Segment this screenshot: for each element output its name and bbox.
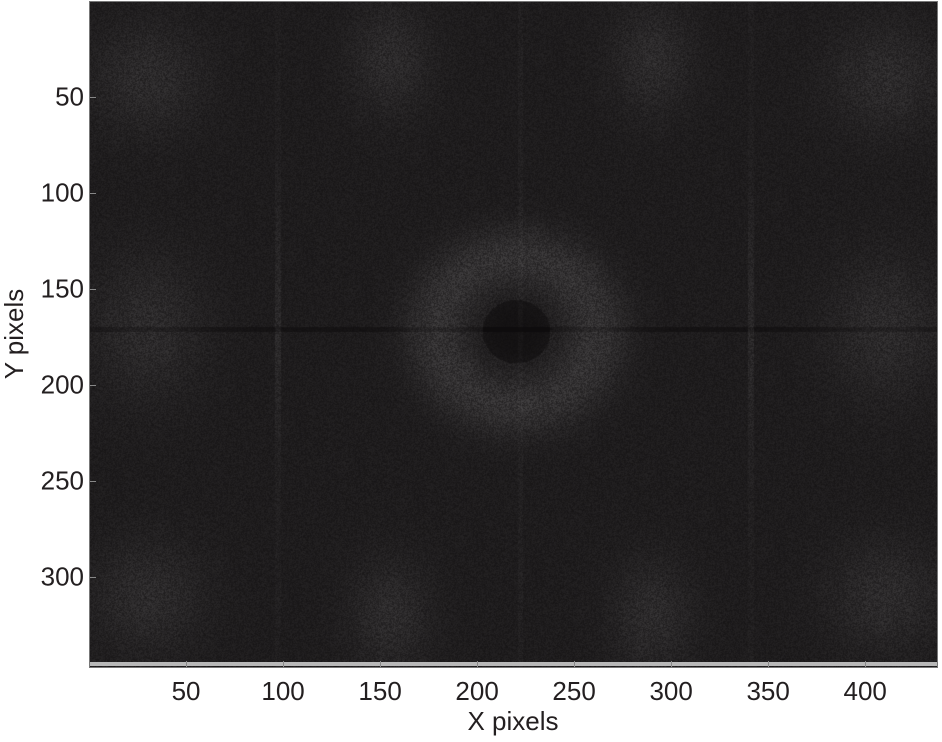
y-tick-mark xyxy=(90,97,96,98)
x-tick-mark xyxy=(283,661,285,667)
y-tick-label: 50 xyxy=(55,81,84,112)
y-tick-mark xyxy=(90,480,96,482)
x-tick-label: 400 xyxy=(843,676,887,706)
y-tick-mark xyxy=(90,576,96,578)
x-tick-mark xyxy=(477,661,479,667)
x-tick-mark xyxy=(574,661,576,667)
heatmap-image xyxy=(90,2,937,667)
x-tick-label: 100 xyxy=(261,676,305,706)
y-tick-mark xyxy=(90,192,96,194)
y-tick-label: 200 xyxy=(40,369,84,400)
y-tick-label: 100 xyxy=(40,177,84,208)
x-tick-mark xyxy=(380,661,382,667)
x-tick-label: 150 xyxy=(358,676,402,706)
x-tick-label: 300 xyxy=(649,676,693,706)
x-tick-label: 350 xyxy=(746,676,790,706)
x-axis-line xyxy=(90,662,937,666)
y-tick-mark xyxy=(90,288,96,290)
x-tick-mark xyxy=(186,661,188,667)
x-tick-label: 200 xyxy=(455,676,499,706)
x-tick-label: 250 xyxy=(552,676,596,706)
y-axis-label: Y pixels xyxy=(0,288,29,380)
x-tick-mark xyxy=(865,661,867,667)
x-axis-label: X pixels xyxy=(467,706,559,736)
y-tick-label: 150 xyxy=(40,273,84,304)
x-tick-mark xyxy=(768,661,770,667)
y-tick-mark xyxy=(90,384,96,386)
x-tick-mark xyxy=(671,661,673,667)
x-tick-label: 50 xyxy=(171,676,201,706)
y-tick-label: 250 xyxy=(40,465,84,496)
y-tick-label: 300 xyxy=(40,561,84,592)
